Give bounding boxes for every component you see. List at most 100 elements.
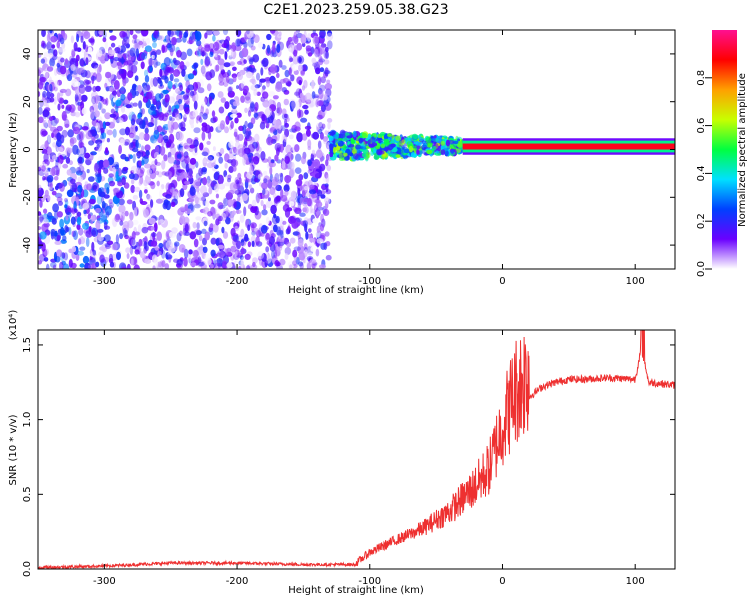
spectrogram-cell (437, 145, 441, 152)
colorbar-ticks: 0.0 0.2 0.4 0.6 0.8 (696, 70, 712, 277)
spectrogram-cell (120, 93, 126, 101)
spectrogram-cell (132, 102, 138, 107)
spectrogram-cell (440, 140, 446, 146)
spectrogram-cell (144, 163, 152, 169)
spectrogram-cell (146, 168, 153, 176)
snr-x-ticks: -300 -200 -100 0 100 (93, 330, 645, 587)
spectrogram-cell (42, 69, 49, 80)
spectrogram-cell (237, 197, 241, 202)
spectrogram-image (38, 30, 675, 269)
spectrogram-cell (304, 249, 308, 258)
spectrogram-cell (218, 73, 224, 83)
spectrogram-cell (49, 58, 55, 67)
spectrogram-cell (96, 143, 100, 149)
spectrogram-cell (201, 37, 206, 47)
spectrogram-cell (307, 145, 312, 151)
spectrogram-cell (244, 96, 252, 104)
spectrogram-cell (61, 129, 68, 138)
spectrogram-cell (131, 230, 136, 240)
spectrogram-cell (290, 161, 295, 170)
spectrogram-cell (132, 83, 137, 91)
spectrogram-cell (319, 31, 326, 38)
spectrogram-cell (338, 153, 343, 158)
spectrogram-cell (60, 57, 65, 63)
spectrogram-cell (251, 230, 256, 236)
spectrogram-cell (162, 89, 169, 94)
spectrogram-cell (95, 122, 100, 132)
spectrogram-cell (226, 262, 233, 269)
spectrogram-cell (139, 251, 145, 259)
spectrogram-cell (153, 140, 158, 146)
spectrogram-cell (64, 123, 70, 128)
snr-plot-area (38, 330, 675, 569)
spectrogram-cell (187, 84, 195, 91)
snr-panel: -300 -200 -100 0 100 0.0 0.5 1.0 1.5 Height of … (8, 310, 676, 596)
spectrogram-cell (240, 228, 245, 238)
spectrogram-cell (171, 227, 178, 234)
spectrogram-cell (320, 104, 326, 112)
spectrogram-cell (124, 138, 130, 146)
spectrogram-cell (72, 126, 81, 135)
spectrogram-cell (169, 117, 175, 122)
spectrogram-cell (82, 222, 89, 230)
spectrogram-cell (249, 67, 257, 73)
spectrogram-cell (141, 159, 145, 166)
spectrogram-cell (129, 47, 136, 57)
spectrogram-cell (161, 227, 166, 237)
spectrogram-cell (38, 236, 42, 247)
spectrogram-cell (202, 113, 208, 120)
spectrogram-cell (416, 145, 421, 150)
spectrogram-cell (118, 117, 124, 124)
spectrogram-cell (152, 41, 157, 49)
spectrogram-cell (112, 128, 117, 138)
spectrogram-cell (115, 99, 122, 107)
spectrogram-cell (164, 94, 170, 103)
spectrogram-cell (211, 207, 217, 215)
spectrogram-cell (44, 71, 50, 79)
spectrogram-cell (75, 65, 79, 74)
spectrogram-cell (239, 255, 244, 261)
spectrogram-cell (121, 266, 127, 269)
spectrogram-cell (204, 56, 211, 67)
spectrogram-cell (281, 87, 287, 93)
spectrogram-cell (91, 62, 99, 69)
spectrogram-cell (134, 186, 141, 193)
spectrogram-cell (192, 70, 197, 76)
spectrogram-cell (46, 90, 51, 100)
spectrogram-cell (93, 162, 99, 173)
spectrogram-cell (153, 31, 159, 36)
spectrogram-cell (141, 30, 149, 37)
spectrogram-cell (193, 100, 198, 110)
spectrogram-cell (122, 31, 128, 38)
spectrogram-cell (61, 104, 65, 109)
spectrogram-cell (310, 208, 316, 214)
spectrogram-cell (373, 148, 377, 154)
spectrogram-cell (315, 208, 320, 219)
spectrogram-cell (74, 81, 81, 87)
spectrogram-cell (307, 159, 312, 167)
spectrogram-cell (168, 231, 177, 238)
spectrogram-cell (120, 86, 125, 95)
spectrogram-cell (45, 146, 52, 156)
spectrogram-cell (47, 195, 51, 202)
spectrogram-cell (165, 232, 170, 240)
spectrogram-cell (56, 62, 61, 68)
spectrogram-cell (103, 167, 109, 174)
spectrogram-cell (190, 201, 194, 212)
spectrogram-cell (257, 251, 265, 260)
spectrogram-cell (74, 208, 78, 213)
spectrogram-cell (113, 161, 120, 168)
spectrogram-cell (234, 189, 242, 195)
spectrogram-cell (90, 109, 95, 120)
spectrogram-y-ticks: -40 -20 0 20 40 (22, 48, 675, 253)
spectrogram-cell (246, 30, 250, 35)
spectrogram-cell (82, 41, 86, 50)
spectrogram-cell (155, 30, 159, 36)
y-tick-label: 0 (22, 146, 33, 152)
spectrogram-cell (289, 264, 293, 269)
spectrogram-cell (261, 252, 267, 262)
spectrogram-cell (316, 122, 321, 128)
spectrogram-cell (64, 204, 68, 209)
spectrogram-cell (51, 218, 57, 225)
spectrogram-cell (325, 174, 330, 184)
